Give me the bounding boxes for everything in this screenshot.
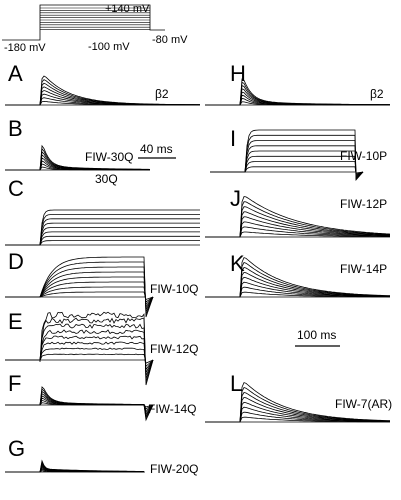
current-trace [5,335,154,374]
current-trace [5,235,200,246]
current-trace [5,227,200,246]
current-trace [5,240,200,246]
panel-label: FIW-10P [340,149,387,163]
panel-label: FIW-30Q [85,150,133,164]
current-trace [5,286,154,303]
current-trace [205,216,391,238]
current-trace [205,206,390,238]
current-trace [5,317,154,382]
panel-label: 30Q [95,172,118,186]
panel-letter: D [8,249,24,274]
panel-label: FIW-12Q [150,342,198,356]
current-trace [5,256,154,318]
current-trace [5,231,200,246]
current-trace [205,85,391,106]
panel: Aβ2 [5,61,201,106]
current-trace [5,214,200,246]
panel-letter: L [230,371,242,396]
panel-label: FIW-14P [340,262,387,276]
current-trace [5,271,154,311]
panel-letter: C [8,176,24,201]
panels: Aβ2 B FIW-30Q C 30Q D FIW-10Q E FIW-12Q F FIW-14Q G… [5,61,392,476]
panel-label: FIW-10Q [150,282,198,296]
protocol-label: -80 mV [152,34,188,46]
voltage-protocol: +140 mV -180 mV -100 mV -80 mV [2,3,188,54]
panel: I FIW-10P [210,126,387,182]
panel-label: β2 [155,87,169,101]
current-trace [205,91,390,106]
current-trace [5,222,200,246]
current-trace [205,201,391,238]
current-trace [210,166,364,174]
scale-bar-label: 100 ms [297,328,336,342]
protocol-label: -180 mV [4,42,46,54]
panel-label: FIW-7(AR) [335,397,392,411]
panel-label: FIW-14Q [148,402,196,416]
current-trace [5,353,154,364]
current-trace [5,291,154,301]
current-trace [205,231,390,238]
current-trace [210,155,364,176]
current-trace [5,386,154,422]
panel: K FIW-14P [205,251,391,298]
current-trace [5,341,154,371]
panel-label: β2 [370,87,384,101]
panel-letter: K [230,251,245,276]
panel-letter: I [230,126,236,151]
current-trace [205,257,391,298]
panel: J FIW-12P [205,186,391,238]
panel-letter: E [8,309,23,334]
current-trace [5,281,154,306]
panel: C 30Q [5,172,200,246]
panel-letter: A [8,61,23,86]
current-trace [205,196,391,238]
current-trace [210,129,364,182]
current-trace [5,323,154,379]
panel: G FIW-20Q [5,436,198,476]
current-trace [5,218,200,246]
current-trace [5,459,144,473]
current-trace [5,261,154,315]
protocol-steps [40,7,150,30]
current-trace [5,209,200,246]
current-trace [5,276,154,309]
panel-letter: J [230,186,241,211]
current-trace [5,75,200,106]
protocol-outline [2,4,165,41]
panel-label: FIW-12P [340,197,387,211]
panel-letter: G [8,436,25,461]
current-trace [5,347,154,368]
current-trace [210,145,364,178]
current-trace [210,140,364,179]
panel: D FIW-10Q [5,249,198,318]
current-trace [205,88,390,106]
current-trace [5,266,154,313]
scale-bar-label: 40 ms [140,142,173,156]
current-trace [5,329,154,376]
panel: L FIW-7(AR) [205,371,392,423]
panel-letter: F [8,371,21,396]
current-trace [210,134,364,180]
panel-letter: H [230,61,246,86]
panel: F FIW-14Q [5,371,196,422]
protocol-label: +140 mV [105,3,150,15]
panel-label: FIW-20Q [150,462,198,476]
current-trace [210,150,364,177]
protocol-label: -100 mV [88,41,130,53]
current-trace [5,144,151,171]
panel: E FIW-12Q [5,309,198,386]
panel: B FIW-30Q [5,116,151,171]
current-trace [205,211,391,238]
panel: Hβ2 [205,61,391,106]
current-trace [5,311,154,386]
current-trace [210,161,364,175]
panel-letter: B [8,116,23,141]
current-trace [205,382,391,423]
current-trace [205,226,390,238]
current-trace [205,221,391,238]
current-trace [205,78,390,106]
